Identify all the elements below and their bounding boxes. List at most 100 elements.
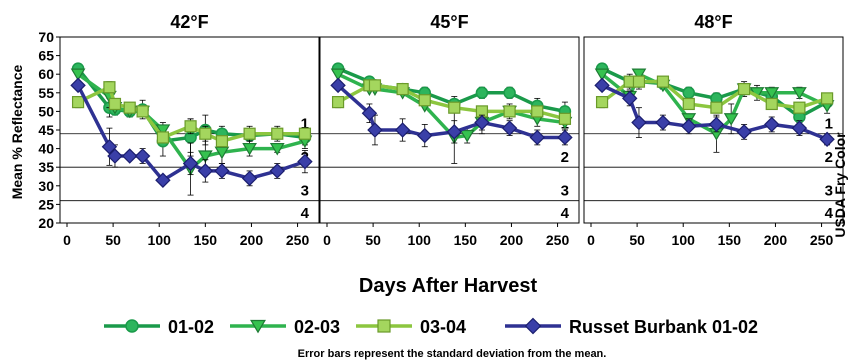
series-4 [330, 77, 573, 148]
x-tick-label: 50 [629, 232, 645, 248]
data-point [330, 68, 346, 82]
series-3 [595, 75, 834, 114]
data-point [396, 82, 409, 96]
data-point [269, 163, 285, 179]
fry-color-label: 2 [561, 149, 569, 166]
footnote: Error bars represent the standard deviat… [298, 348, 607, 360]
x-tick-label: 200 [764, 232, 788, 248]
legend-item-4: Russet Burbank 01-02 [505, 317, 758, 337]
x-tick-label: 250 [546, 232, 570, 248]
panel-title: 45°F [430, 12, 468, 32]
y-tick-label: 35 [38, 159, 54, 175]
data-point [446, 124, 462, 140]
data-point [330, 77, 346, 94]
data-point [503, 105, 516, 118]
data-point [595, 95, 609, 109]
fry-color-label: 3 [825, 183, 833, 200]
data-point [331, 95, 345, 109]
fry-color-label: 1 [825, 116, 833, 133]
data-point [134, 148, 151, 164]
x-axis-label: Days After Harvest [359, 275, 538, 297]
data-point [182, 155, 199, 172]
legend-label: Russet Burbank 01-02 [569, 317, 758, 337]
legend-swatch-marker [125, 319, 139, 333]
data-point [682, 86, 696, 100]
data-point [184, 120, 197, 133]
data-point [631, 68, 647, 82]
x-tick-label: 0 [63, 232, 71, 248]
data-point [448, 101, 461, 114]
y-tick-label: 45 [38, 122, 54, 138]
data-point [764, 116, 780, 133]
y-tick-label: 25 [38, 196, 54, 212]
data-point [418, 94, 431, 107]
fry-color-label: 3 [301, 183, 309, 200]
data-point [764, 87, 780, 100]
data-point [656, 75, 670, 88]
data-point [121, 148, 138, 164]
data-point [107, 148, 123, 164]
data-point [503, 86, 516, 100]
data-point [271, 127, 284, 140]
series-4 [594, 77, 835, 148]
fry-color-label: 4 [301, 205, 310, 222]
data-point [474, 114, 490, 131]
data-point [123, 101, 136, 114]
y-tick-label: 20 [38, 215, 54, 231]
panel-title: 48°F [694, 12, 732, 32]
data-point [631, 114, 647, 131]
data-point [622, 90, 638, 107]
data-point [155, 124, 171, 137]
x-tick-label: 200 [240, 232, 264, 248]
data-point [367, 122, 383, 138]
series-line [336, 84, 565, 140]
data-point [156, 131, 170, 144]
data-point [819, 131, 835, 148]
x-tick-label: 150 [454, 232, 478, 248]
data-point [417, 127, 433, 144]
legend-item-3: 03-04 [356, 317, 466, 337]
fry-color-label: 2 [825, 149, 833, 166]
data-point [243, 127, 256, 140]
data-point [737, 82, 751, 96]
fry-color-label: 1 [301, 116, 309, 133]
data-point [710, 101, 723, 114]
data-point [655, 114, 671, 131]
data-point [529, 129, 545, 146]
x-tick-label: 150 [718, 232, 742, 248]
legend: 01-02 02-03 03-04 Russet Burbank 01-02 [104, 317, 758, 337]
data-point [297, 153, 313, 170]
data-point [71, 95, 85, 109]
x-tick-label: 50 [365, 232, 381, 248]
y-tick-label: 50 [38, 103, 54, 119]
data-point [368, 79, 382, 92]
data-point [792, 87, 807, 100]
x-tick-label: 150 [194, 232, 218, 248]
series-4 [70, 77, 313, 188]
legend-label: 02-03 [294, 317, 340, 337]
data-point [557, 129, 573, 146]
y-tick-label: 55 [38, 85, 54, 101]
x-tick-label: 200 [500, 232, 524, 248]
x-tick-label: 100 [672, 232, 696, 248]
x-tick-label: 50 [105, 232, 121, 248]
data-point [241, 170, 258, 187]
series-3 [331, 79, 572, 125]
panel-1: 123442°F20253035404550556065700501001502… [38, 12, 320, 248]
y-axis-label: Mean % Reflectance [9, 64, 25, 199]
data-point [558, 112, 572, 125]
data-point [197, 163, 214, 179]
series-line [601, 83, 828, 141]
fry-color-label: 4 [825, 205, 834, 222]
x-tick-label: 100 [148, 232, 172, 248]
data-point [70, 68, 86, 82]
data-point [793, 101, 806, 114]
data-point [501, 120, 518, 136]
data-point [682, 97, 695, 111]
data-point [298, 127, 312, 140]
x-tick-label: 250 [286, 232, 310, 248]
panel-frame [583, 36, 844, 224]
x-tick-label: 0 [587, 232, 595, 248]
legend-label: 03-04 [420, 317, 466, 337]
